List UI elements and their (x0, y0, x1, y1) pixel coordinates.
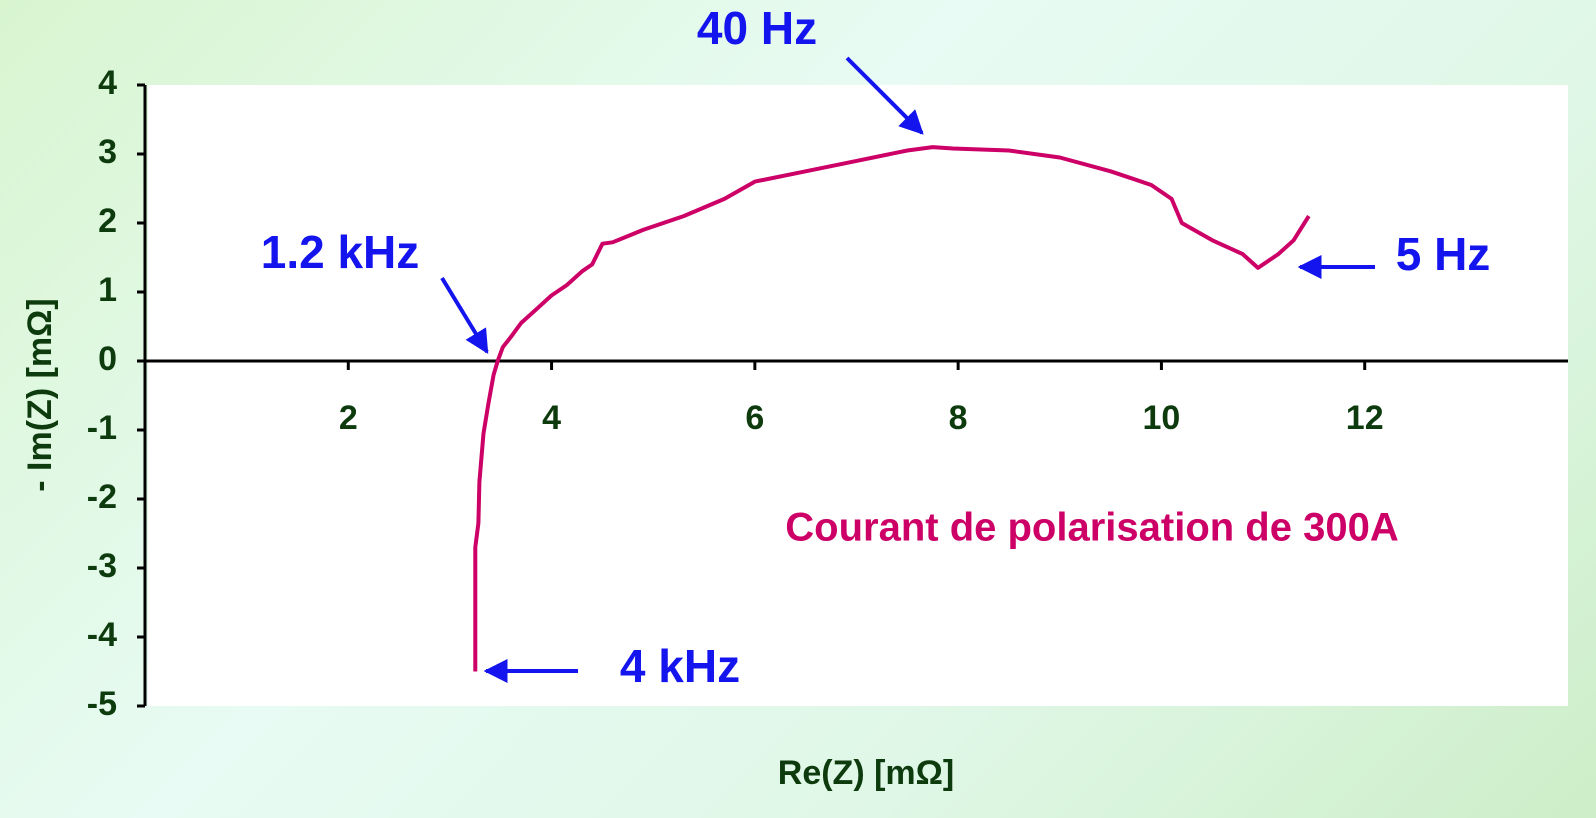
y-tick-label: 0 (98, 340, 117, 378)
annotation: 5 Hz (1396, 228, 1491, 280)
x-tick-label: 8 (949, 399, 968, 437)
x-tick-label: 4 (542, 399, 561, 437)
annotation: 4 kHz (620, 640, 740, 692)
annotation: 1.2 kHz (261, 226, 420, 278)
arrows (440, 56, 1375, 683)
plot-area (148, 85, 1568, 706)
y-tick-label: 3 (98, 133, 117, 171)
x-tick-label: 12 (1346, 399, 1384, 437)
x-tick-label: 10 (1143, 399, 1181, 437)
y-tick-label: -2 (87, 478, 117, 516)
y-tick-label: -1 (87, 409, 117, 447)
y-tick-label: -5 (87, 685, 117, 723)
x-tick-label: 6 (745, 399, 764, 437)
y-tick-label: 1 (98, 271, 117, 309)
y-tick-label: -3 (87, 547, 117, 585)
line (473, 145, 1311, 672)
y-tick-label: 4 (98, 64, 117, 102)
y-tick-label: -4 (87, 616, 117, 654)
annotation: 40 Hz (697, 2, 817, 54)
y-axis-label: - Im(Z) [mΩ] (21, 298, 59, 491)
x-tick-label: 2 (339, 399, 358, 437)
annotation: Courant de polarisation de 300A (785, 506, 1398, 550)
y-tick-label: 2 (98, 202, 117, 240)
x-axis-label: Re(Z) [mΩ] (778, 754, 954, 792)
